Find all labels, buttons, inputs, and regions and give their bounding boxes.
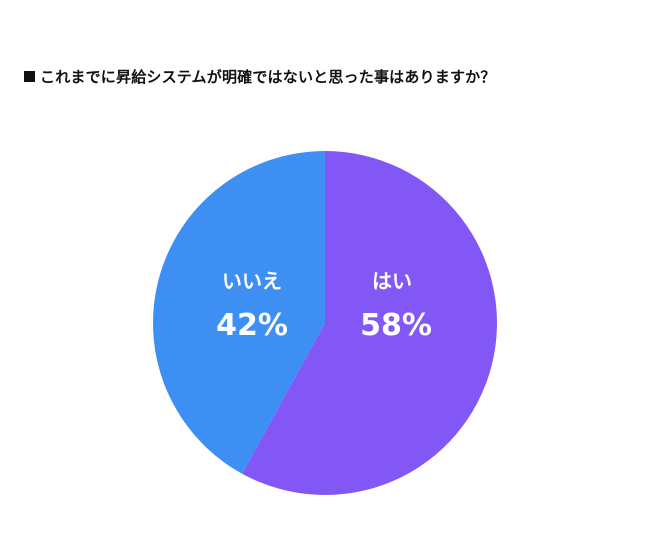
slice-value-label: 42% bbox=[216, 308, 288, 343]
slice-value-label: 58% bbox=[360, 308, 432, 343]
slice-category-label: いいえ bbox=[222, 269, 282, 293]
chart-title-text: これまでに昇給システムが明確ではないと思った事はありますか？ bbox=[40, 68, 496, 86]
pie-labels: はい 58% いいえ 42% bbox=[216, 269, 432, 343]
pie-slice-yes bbox=[242, 151, 497, 495]
title-square-icon bbox=[24, 71, 35, 82]
pie-slices bbox=[152, 151, 497, 495]
chart-title: これまでに昇給システムが明確ではないと思った事はありますか？ bbox=[24, 66, 496, 87]
slice-category-label: はい bbox=[372, 269, 412, 293]
pie-slice-no bbox=[152, 151, 325, 474]
